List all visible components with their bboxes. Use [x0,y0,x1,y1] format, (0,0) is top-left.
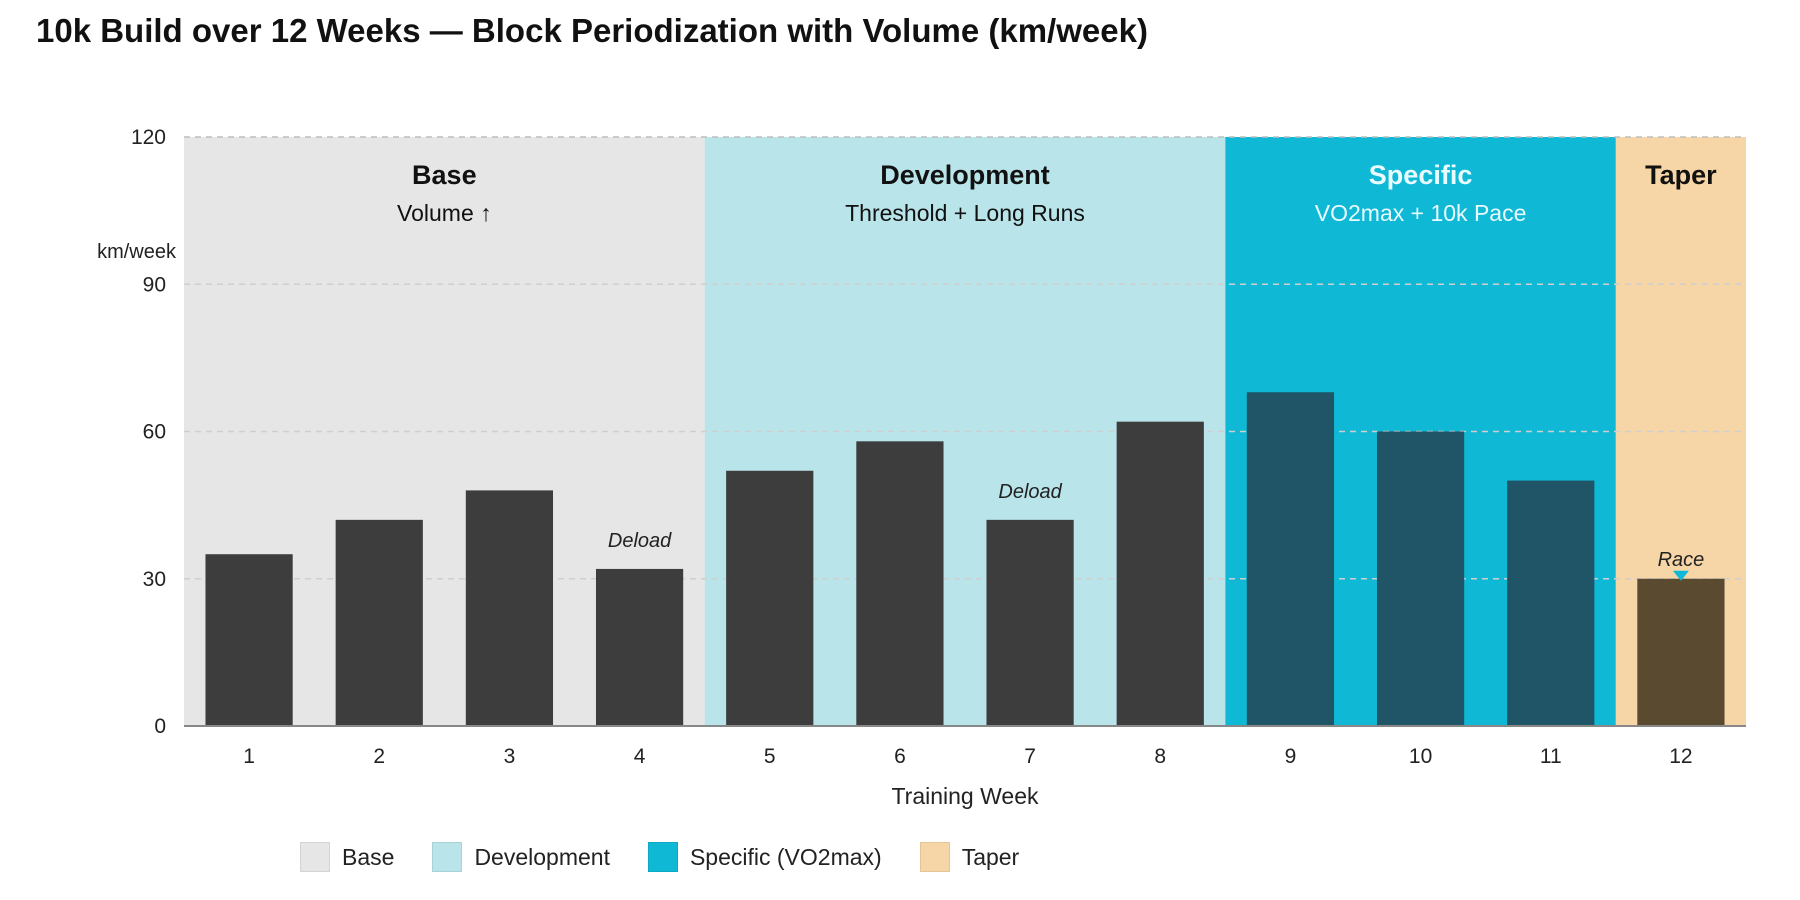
legend-item-specific-vo2max: Specific (VO2max) [647,842,882,872]
legend-label: Taper [961,843,1020,870]
annotations: Deload Deload Race [608,481,1704,581]
legend-swatch [432,842,463,872]
legend: Base Development Specific (VO2max) Taper [300,842,1057,872]
x-tick-label: 7 [1024,745,1036,768]
legend-label: Base [342,843,395,870]
phase-labels: Base Volume ↑ Development Threshold + Long … [397,160,1717,226]
bar-week-12 [1637,578,1725,726]
legend-label: Specific (VO2max) [689,843,882,870]
race-marker-icon [1672,570,1689,581]
x-tick-label: 9 [1285,745,1297,768]
legend-swatch [919,842,950,872]
x-tick-label: 11 [1540,745,1562,768]
y-tick-label: 60 [143,421,166,444]
bar-week-5 [726,470,814,726]
bar-week-10 [1376,431,1465,726]
bar-week-1 [205,554,293,726]
legend-item-development: Development [432,842,610,872]
phase-label-base: Base [412,160,477,190]
grid-lines [184,136,1746,580]
x-tick-label: 3 [504,745,516,768]
phase-label-development: Development [880,160,1050,190]
legend-label: Development [474,843,610,870]
bar-week-9 [1246,392,1335,726]
x-axis-title: Training Week [891,783,1039,809]
phase-subtitle-base: Volume ↑ [397,200,492,226]
y-tick-label: 30 [143,568,166,591]
x-tick-label: 4 [634,745,646,768]
y-tick-label: 0 [154,715,166,738]
annotation-race: Race [1658,549,1705,571]
bar-week-2 [335,519,423,726]
y-tick-label: 90 [143,273,166,296]
chart-svg: Base Volume ↑ Development Threshold + Long … [97,126,1746,809]
phase-subtitle-development: Threshold + Long Runs [845,200,1085,226]
x-tick-label: 2 [373,745,385,768]
x-tick-label: 10 [1409,745,1432,768]
x-tick-label: 1 [243,745,255,768]
y-axis-label: km/week [97,241,177,263]
x-tick-label: 5 [764,745,776,768]
bar-week-11 [1507,480,1595,726]
bar-week-4 [595,568,684,726]
x-tick-label: 6 [894,745,906,768]
annotation-deload: Deload [998,481,1062,503]
bars [205,392,1725,726]
bar-week-3 [465,490,554,726]
bar-week-7 [986,519,1074,726]
phase-label-taper: Taper [1645,160,1717,190]
bar-week-6 [856,441,944,726]
x-tick-label: 12 [1669,745,1692,768]
phase-subtitle-specific: VO2max + 10k Pace [1315,200,1527,226]
phase-label-specific: Specific [1369,160,1473,190]
legend-swatch [300,842,330,872]
legend-item-base: Base [300,842,394,872]
legend-item-taper: Taper [919,842,1020,872]
y-tick-label: 120 [131,126,166,149]
annotation-deload: Deload [608,530,672,552]
legend-swatch [647,842,678,872]
x-tick-label: 8 [1154,745,1166,768]
bar-week-8 [1116,421,1204,726]
chart-title: 10k Build over 12 Weeks — Block Periodiz… [36,12,1148,49]
